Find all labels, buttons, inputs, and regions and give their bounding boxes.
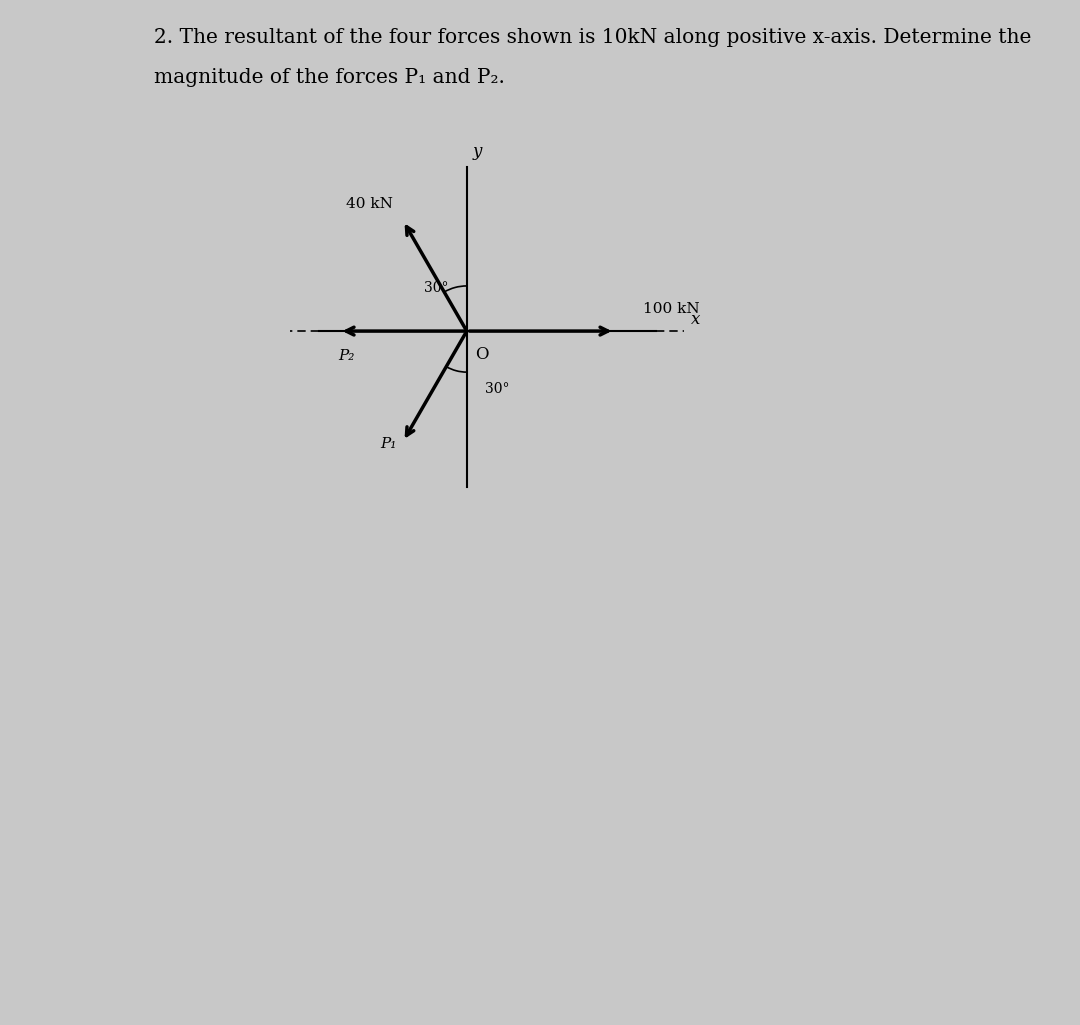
Text: 30°: 30° bbox=[485, 382, 510, 396]
Text: 2. The resultant of the four forces shown is 10kN along positive x-axis. Determi: 2. The resultant of the four forces show… bbox=[154, 28, 1031, 47]
Text: x: x bbox=[691, 311, 700, 328]
Text: P₁: P₁ bbox=[380, 437, 396, 451]
Text: 40 kN: 40 kN bbox=[347, 197, 393, 211]
Text: O: O bbox=[475, 345, 488, 363]
Text: P₂: P₂ bbox=[338, 350, 354, 363]
Text: magnitude of the forces P₁ and P₂.: magnitude of the forces P₁ and P₂. bbox=[154, 68, 505, 87]
Text: y: y bbox=[473, 144, 482, 160]
Text: 100 kN: 100 kN bbox=[644, 302, 700, 317]
Text: 30°: 30° bbox=[424, 282, 448, 295]
